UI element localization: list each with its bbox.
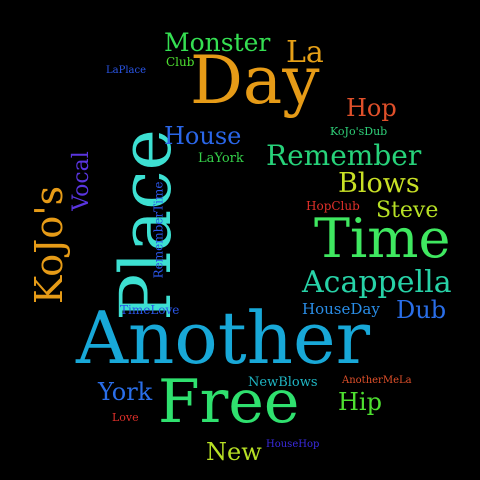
- word-hip: Hip: [338, 388, 382, 416]
- word-newblows: NewBlows: [248, 375, 318, 390]
- word-la: La: [286, 35, 324, 70]
- word-kojos: KoJo's: [27, 185, 72, 305]
- word-monster: Monster: [164, 28, 271, 57]
- word-love: Love: [112, 411, 139, 424]
- word-hopclub: HopClub: [306, 199, 360, 213]
- word-day: Day: [190, 42, 320, 119]
- word-vocal: Vocal: [68, 151, 94, 211]
- word-free: Free: [158, 367, 300, 437]
- word-york: York: [98, 378, 153, 406]
- word-laplace: LaPlace: [106, 65, 147, 76]
- word-kojosdub: KoJo'sDub: [330, 125, 388, 138]
- word-hop: Hop: [346, 94, 397, 122]
- word-time: Time: [314, 207, 451, 270]
- word-househop: HouseHop: [266, 439, 320, 450]
- word-another: Another: [76, 296, 371, 380]
- word-dub: Dub: [396, 296, 447, 324]
- word-acappella: Acappella: [302, 265, 452, 300]
- word-house: House: [164, 122, 242, 150]
- word-remember: Remember: [266, 139, 422, 172]
- word-layork: LaYork: [198, 151, 244, 166]
- word-steve: Steve: [376, 198, 439, 223]
- word-blows: Blows: [338, 168, 420, 199]
- word-new: New: [206, 438, 262, 466]
- word-houseday: HouseDay: [302, 300, 380, 318]
- word-remembertime: RememberTime: [151, 181, 166, 279]
- word-anothermela: AnotherMeLa: [342, 375, 412, 386]
- word-timelove: TimeLove: [120, 303, 180, 317]
- word-place: Place: [104, 129, 187, 321]
- word-club: Club: [166, 55, 195, 69]
